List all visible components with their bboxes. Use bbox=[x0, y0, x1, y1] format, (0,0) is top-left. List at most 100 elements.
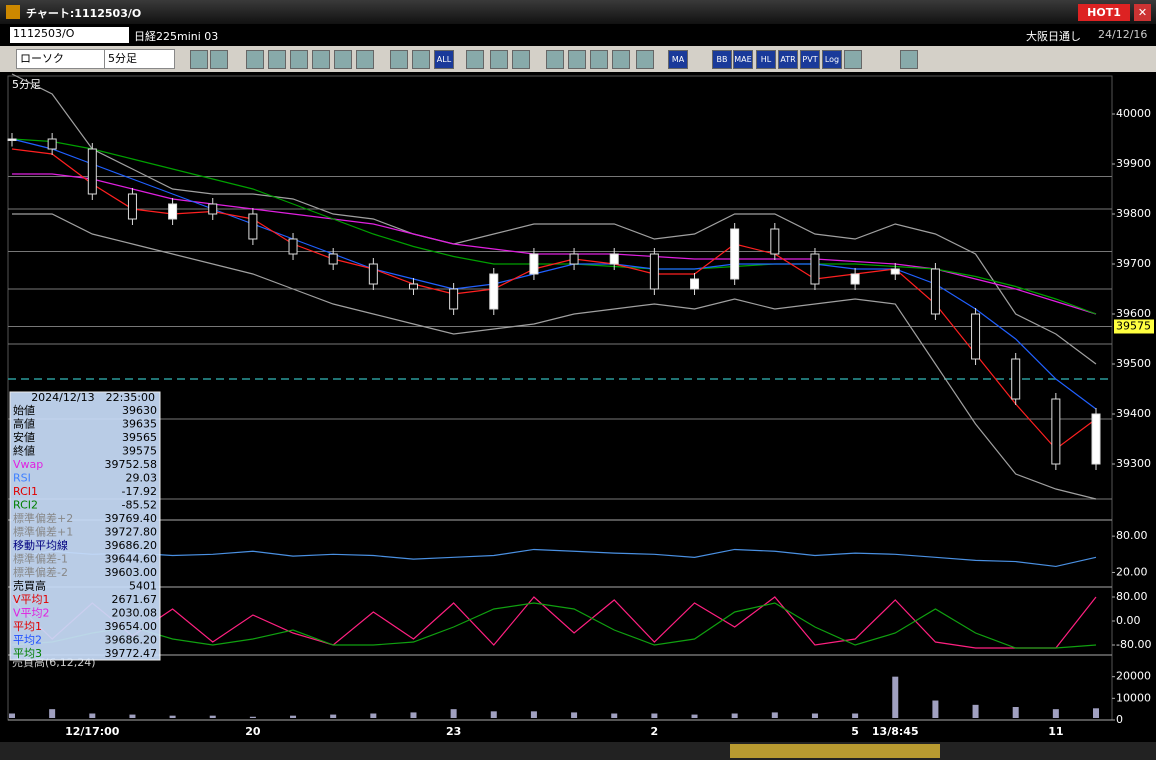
y-tick-label: 20.00 bbox=[1116, 565, 1148, 578]
volume-bar bbox=[249, 716, 256, 718]
volume-bar bbox=[530, 711, 537, 718]
info-label: 標準偏差-2 bbox=[13, 565, 68, 579]
tool-icon[interactable] bbox=[590, 50, 608, 69]
volume-bar bbox=[290, 715, 297, 718]
candle bbox=[408, 283, 418, 290]
candle bbox=[810, 253, 820, 285]
tool-icon[interactable] bbox=[356, 50, 374, 69]
info-label: 標準偏差-1 bbox=[13, 552, 68, 566]
tool-icon[interactable] bbox=[900, 50, 918, 69]
tool-icon[interactable] bbox=[412, 50, 430, 69]
tool-button[interactable]: MA bbox=[668, 50, 688, 69]
tool-button[interactable]: ATR bbox=[778, 50, 798, 69]
volume-bar bbox=[370, 713, 377, 718]
volume-bar bbox=[611, 713, 618, 718]
tool-icon[interactable] bbox=[190, 50, 208, 69]
candle bbox=[770, 228, 780, 255]
info-label: V平均1 bbox=[13, 593, 50, 606]
tool-icon[interactable] bbox=[490, 50, 508, 69]
tool-icon[interactable] bbox=[268, 50, 286, 69]
tool-icon[interactable] bbox=[466, 50, 484, 69]
session: 大阪日通し bbox=[1026, 30, 1081, 43]
info-value: 39575 bbox=[122, 445, 157, 458]
header-bar: 1112503/O 日経225mini 03 大阪日通し 24/12/16 bbox=[0, 24, 1156, 46]
tool-button[interactable]: HL bbox=[756, 50, 776, 69]
scrollbar[interactable] bbox=[0, 742, 1156, 760]
close-button[interactable]: ✕ bbox=[1134, 4, 1151, 21]
candle bbox=[890, 268, 900, 275]
volume-bar bbox=[932, 700, 939, 718]
candle bbox=[649, 253, 659, 290]
window-title: チャート:1112503/O bbox=[26, 7, 142, 20]
candle bbox=[288, 238, 298, 255]
info-label: 終値 bbox=[13, 444, 35, 458]
x-tick-label: 23 bbox=[446, 725, 461, 738]
info-value: 2030.08 bbox=[112, 607, 158, 620]
info-value: -17.92 bbox=[122, 485, 157, 498]
interval-select[interactable]: 5分足 bbox=[104, 49, 175, 69]
hot-button[interactable]: HOT1 bbox=[1078, 4, 1130, 21]
volume-bar bbox=[691, 714, 698, 718]
info-panel bbox=[9, 391, 161, 661]
info-value: 39635 bbox=[122, 418, 157, 431]
scroll-thumb[interactable] bbox=[730, 744, 940, 758]
info-label: 標準偏差+1 bbox=[13, 525, 73, 539]
info-value: 39752.58 bbox=[105, 458, 158, 471]
x-tick-label: 2 bbox=[651, 725, 659, 738]
info-value: 39772.47 bbox=[105, 647, 158, 660]
info-value: 39686.20 bbox=[105, 634, 158, 647]
y-tick-label: 10000 bbox=[1116, 691, 1151, 704]
y-tick-label: 40000 bbox=[1116, 107, 1151, 120]
tool-icon[interactable] bbox=[844, 50, 862, 69]
tool-icon[interactable] bbox=[210, 50, 228, 69]
indicator-line bbox=[12, 213, 1097, 500]
indicator-line bbox=[11, 548, 1097, 568]
volume-bar bbox=[169, 715, 176, 718]
volume-bar bbox=[450, 709, 457, 718]
info-label: RSI bbox=[13, 472, 31, 485]
tool-icon[interactable] bbox=[390, 50, 408, 69]
volume-bar bbox=[1093, 708, 1099, 718]
volume-bar bbox=[330, 714, 337, 718]
volume-bar bbox=[49, 709, 56, 718]
info-label: 平均3 bbox=[13, 647, 42, 660]
tool-icon[interactable] bbox=[246, 50, 264, 69]
tool-icon[interactable] bbox=[290, 50, 308, 69]
info-value: 5401 bbox=[129, 580, 157, 593]
tool-button[interactable]: ALL bbox=[434, 50, 454, 69]
y-tick-label: 39700 bbox=[1116, 257, 1151, 270]
interval-label: 5分足 bbox=[12, 78, 41, 91]
volume-bar bbox=[852, 713, 859, 718]
code-input[interactable]: 1112503/O bbox=[10, 27, 129, 43]
tool-button[interactable]: Log bbox=[822, 50, 842, 69]
info-datetime: 2024/12/13 22:35:00 bbox=[31, 391, 155, 404]
candle bbox=[529, 253, 539, 275]
info-value: 39644.60 bbox=[105, 553, 158, 566]
info-value: 39769.40 bbox=[105, 512, 158, 525]
candle bbox=[328, 253, 338, 265]
volume-bar bbox=[1012, 707, 1019, 718]
tool-icon[interactable] bbox=[312, 50, 330, 69]
info-value: -85.52 bbox=[122, 499, 157, 512]
y-tick-label: 0 bbox=[1116, 713, 1123, 726]
tool-button[interactable]: MAE bbox=[733, 50, 753, 69]
volume-bar bbox=[771, 712, 778, 718]
tool-icon[interactable] bbox=[568, 50, 586, 69]
candle bbox=[1051, 398, 1061, 465]
tool-icon[interactable] bbox=[636, 50, 654, 69]
tool-icon[interactable] bbox=[612, 50, 630, 69]
candle bbox=[690, 278, 700, 290]
tool-button[interactable]: BB bbox=[712, 50, 732, 69]
chart-type-select[interactable]: ローソク bbox=[16, 49, 105, 69]
candle bbox=[730, 228, 740, 280]
tool-icon[interactable] bbox=[334, 50, 352, 69]
tool-icon[interactable] bbox=[512, 50, 530, 69]
info-label: 標準偏差+2 bbox=[13, 511, 73, 525]
tool-button[interactable]: PVT bbox=[800, 50, 820, 69]
y-tick-label: 39800 bbox=[1116, 207, 1151, 220]
tool-icon[interactable] bbox=[546, 50, 564, 69]
indicator-line bbox=[11, 602, 1097, 649]
instrument-name: 日経225mini 03 bbox=[134, 30, 219, 43]
info-label: 安値 bbox=[13, 430, 35, 444]
candle bbox=[47, 138, 57, 150]
